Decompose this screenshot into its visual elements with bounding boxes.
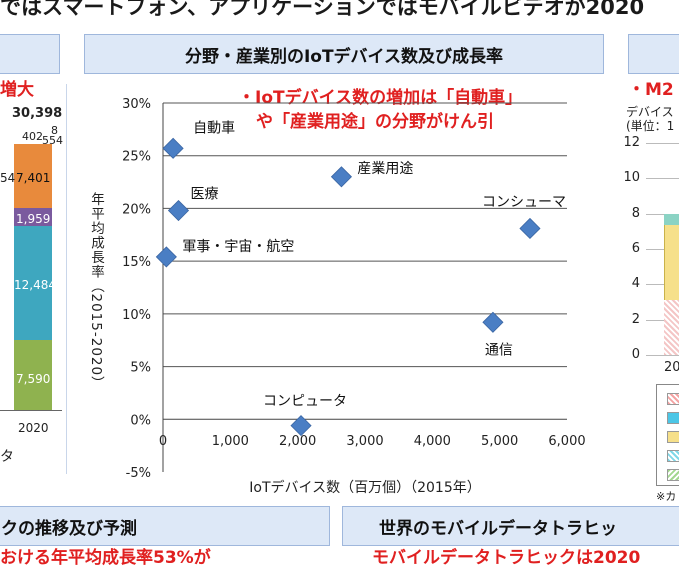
y-tick-label: 20% — [122, 202, 151, 217]
data-point-marker — [519, 217, 541, 240]
left-bottom-fragment: タ — [0, 449, 14, 465]
data-point-label: 自動車 — [193, 119, 235, 136]
right-ytick-label: 12 — [623, 135, 640, 150]
x-tick-label: 3,000 — [346, 434, 383, 449]
right-ytick-label: 6 — [631, 241, 640, 256]
top-banner: ではスマートフォン、アプリケーションではモバイルビデオが2020 — [0, 0, 645, 19]
right-ytick-label: 0 — [631, 347, 640, 362]
data-point-label: 医療 — [190, 186, 218, 203]
right-ytick-label: 4 — [631, 276, 640, 292]
left-bar-small-2: 8 — [51, 124, 58, 137]
left-bar-small-1: 402 — [22, 130, 43, 143]
left-bar-seg-teal — [14, 226, 52, 340]
left-panel-border — [66, 84, 67, 474]
right-panel-header — [628, 34, 679, 74]
left-bar-seg-green — [14, 340, 52, 410]
data-point-marker — [155, 246, 177, 268]
data-point-label: コンピュータ — [263, 394, 347, 410]
y-axis-title: 年平均成長率（2015-2020） — [88, 192, 105, 391]
right-gridline — [646, 249, 679, 250]
data-point-marker — [482, 311, 504, 333]
y-tick-label: 25% — [122, 150, 151, 165]
y-tick-label: 30% — [122, 97, 151, 112]
left-axis-line — [0, 410, 62, 411]
y-tick-label: 5% — [130, 361, 151, 376]
right-year-fragment: 20 — [664, 360, 679, 375]
left-panel-header — [0, 34, 60, 74]
left-seg-label-2: 1,959 — [16, 212, 51, 226]
right-note-fragment: ※カ — [656, 490, 677, 503]
right-ytick-label: 8 — [631, 205, 640, 221]
right-ytick-label: 10 — [623, 170, 640, 186]
center-note-line2: や「産業用途」の分野がけん引 — [256, 112, 494, 132]
center-panel-header: 分野・産業別のIoTデバイス数及び成長率 — [84, 34, 604, 74]
data-point-label: コンシューマ — [482, 194, 566, 210]
bottom-left-sub: おける年平均成長率53%が — [0, 548, 211, 568]
left-panel-red-note: 増大 — [0, 80, 34, 100]
right-legend-box — [656, 384, 679, 486]
y-tick-label: 0% — [130, 413, 151, 428]
right-panel-sub1: デバイス — [626, 105, 674, 119]
data-point-marker — [330, 166, 352, 188]
left-seg-label-3: 12,484 — [14, 278, 56, 292]
bottom-right-header: 世界のモバイルデータトラヒッ — [342, 506, 679, 546]
right-gridline — [646, 284, 679, 286]
right-gridline — [646, 143, 679, 144]
data-point-label: 産業用途 — [357, 160, 413, 177]
left-bar-seg-orange — [14, 144, 52, 208]
left-stacked-bar — [14, 144, 52, 410]
y-tick-label: -5% — [126, 466, 151, 481]
left-edge-fragment: 54 — [0, 171, 16, 185]
data-point-marker — [290, 415, 312, 437]
left-bar-total: 30,398 — [12, 106, 63, 121]
y-tick-label: 15% — [122, 255, 151, 270]
left-year-label: 2020 — [18, 421, 49, 435]
left-seg-label-1: 7,401 — [16, 171, 51, 185]
left-bar-small-3: 554 — [42, 134, 63, 147]
x-tick-label: 4,000 — [414, 434, 451, 449]
x-axis-title: IoTデバイス数（百万個）（2015年） — [249, 479, 480, 496]
x-tick-label: 1,000 — [212, 434, 249, 449]
y-tick-label: 10% — [122, 308, 151, 323]
bottom-right-sub: モバイルデータトラヒックは2020 — [372, 548, 641, 568]
x-tick-label: 0 — [159, 434, 167, 449]
right-gridline — [646, 319, 679, 321]
right-ytick-label: 2 — [631, 311, 640, 327]
data-point-label: 軍事・宇宙・航空 — [182, 239, 294, 255]
x-tick-label: 5,000 — [481, 434, 518, 449]
left-bar-seg-purple — [14, 208, 52, 226]
left-seg-label-4: 7,590 — [16, 372, 51, 386]
right-gridline — [646, 355, 679, 356]
right-bar-base — [664, 300, 679, 355]
right-panel-sub2: (単位：1 — [626, 119, 675, 133]
data-point-marker — [162, 137, 184, 159]
bottom-left-header: クの推移及び予測 — [0, 506, 330, 546]
right-gridline — [646, 178, 679, 180]
data-point-marker — [167, 199, 190, 222]
x-tick-label: 6,000 — [548, 434, 585, 449]
right-gridline — [646, 213, 679, 215]
x-tick-label: 2,000 — [279, 434, 316, 449]
right-panel-red-note: ・M2 — [628, 80, 674, 100]
right-bar-top — [664, 214, 679, 225]
data-point-label: 通信 — [485, 342, 513, 358]
